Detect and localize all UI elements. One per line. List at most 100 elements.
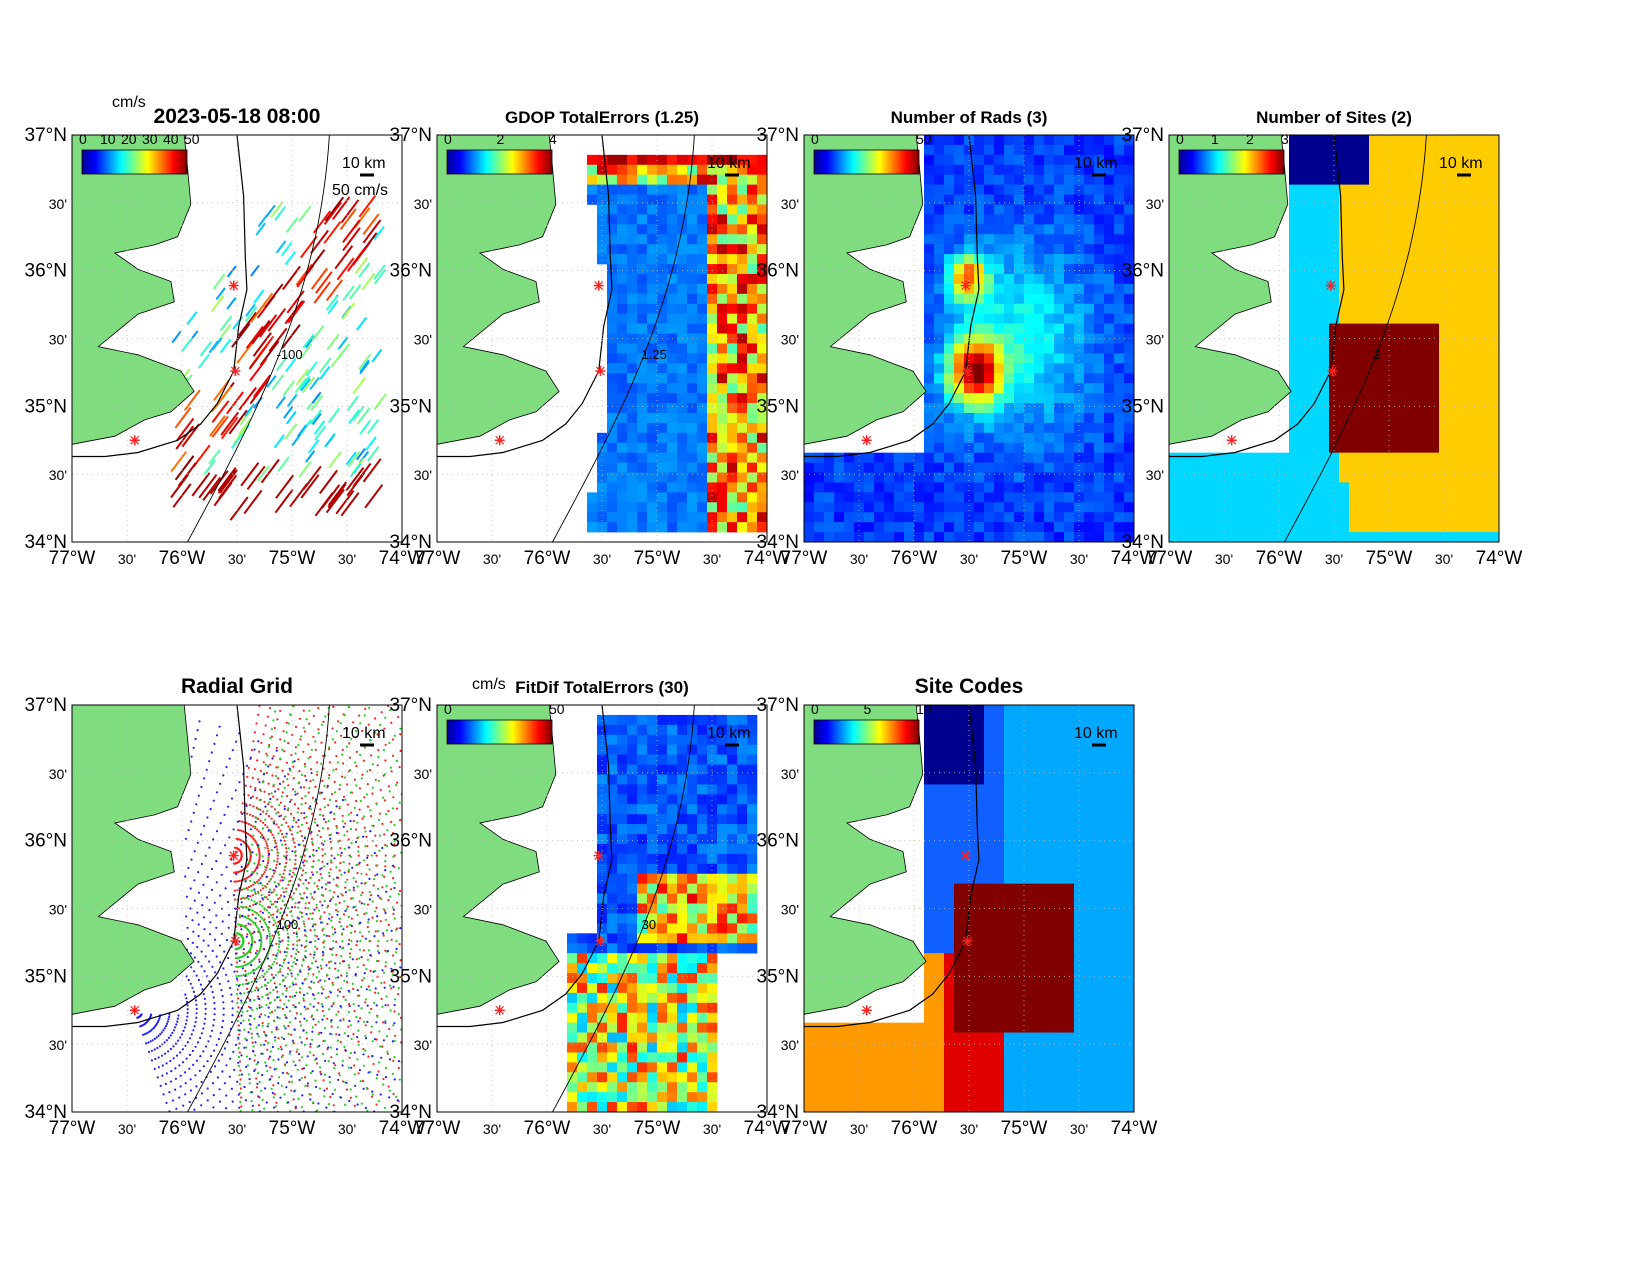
depth-contour: [1284, 135, 1427, 542]
lat-tick-label: 37°N: [390, 125, 432, 146]
lat-tick-label: 30': [414, 332, 432, 348]
site-marker: [593, 280, 604, 291]
colorbar-tick: 30: [142, 131, 158, 147]
coastline: [437, 135, 613, 458]
colorbar-tick: 10: [100, 131, 116, 147]
site-marker: [962, 366, 973, 377]
lat-tick-label: 34°N: [1122, 532, 1164, 553]
site-marker: [1226, 435, 1237, 446]
colorbar-unit: cm/s: [112, 94, 146, 111]
lon-tick-label: 76°W: [1256, 548, 1303, 569]
colorbar: 0 50: [811, 131, 932, 175]
lat-tick-label: 30': [414, 766, 432, 782]
lon-tick-label: 75°W: [269, 548, 316, 569]
panel-title: FitDif TotalErrors (30): [515, 678, 688, 697]
fitdif-field: [567, 714, 758, 1112]
site-marker: [1327, 366, 1338, 377]
lon-tick-label: 74°W: [1111, 1118, 1158, 1139]
panel-title: 2023-05-18 08:00: [154, 105, 321, 128]
colorbar: 0 5 10: [811, 701, 932, 745]
lat-tick-label: 35°N: [390, 396, 432, 417]
site-codes-field: [804, 705, 1134, 1112]
lon-tick-label: 30': [338, 1121, 356, 1137]
lat-tick-label: 34°N: [25, 532, 67, 553]
lat-tick-label: 30': [414, 467, 432, 483]
lon-tick-label: 30': [338, 551, 356, 567]
lat-tick-label: 30': [781, 332, 799, 348]
lon-tick-label: 74°W: [744, 548, 791, 569]
lon-tick-label: 77°W: [781, 1118, 828, 1139]
lat-tick-label: 36°N: [757, 831, 799, 852]
panel-title: Radial Grid: [181, 675, 293, 698]
num-sites-field: [1169, 135, 1499, 542]
colorbar-tick: 20: [121, 131, 137, 147]
lon-tick-label: 74°W: [744, 1118, 791, 1139]
contour-label: 1.25: [642, 347, 667, 362]
site-marker: [960, 280, 971, 291]
scale-label: 10 km: [1074, 725, 1118, 742]
scale-label: 10 km: [1074, 155, 1118, 172]
lat-tick-label: 36°N: [25, 831, 67, 852]
lat-tick-label: 35°N: [757, 966, 799, 987]
site-marker: [595, 366, 606, 377]
lat-tick-label: 30': [781, 902, 799, 918]
coastline: [1169, 135, 1345, 458]
lat-tick-label: 30': [49, 766, 67, 782]
lat-tick-label: 30': [49, 467, 67, 483]
colorbar-tick: 0: [811, 131, 819, 147]
contour-label: 100: [277, 917, 299, 932]
lon-tick-label: 30': [1325, 551, 1343, 567]
lon-tick-label: 30': [118, 1121, 136, 1137]
scale-bar: 10 km: [707, 725, 751, 747]
scale-label: 10 km: [1439, 155, 1483, 172]
lat-tick-label: 30': [781, 196, 799, 212]
lon-tick-label: 30': [593, 1121, 611, 1137]
vector-scale-label: 50 cm/s: [332, 182, 388, 199]
site-marker: [962, 936, 973, 947]
lat-tick-label: 37°N: [25, 125, 67, 146]
lon-tick-label: 30': [483, 1121, 501, 1137]
contour-label: 2: [1374, 347, 1381, 362]
land-mass: [1169, 135, 1292, 445]
colorbar-tick: 0: [1176, 131, 1184, 147]
coastline: [72, 705, 248, 1028]
lat-tick-label: 34°N: [390, 532, 432, 553]
colorbar-tick: 0: [444, 131, 452, 147]
lat-tick-label: 37°N: [757, 125, 799, 146]
lat-tick-label: 30': [781, 467, 799, 483]
lon-tick-label: 75°W: [1001, 548, 1048, 569]
colorbar: 0 1 2 3: [1176, 131, 1289, 175]
lon-tick-label: 76°W: [524, 548, 571, 569]
scale-label: 10 km: [342, 155, 386, 172]
lon-tick-label: 30': [1070, 1121, 1088, 1137]
lon-tick-label: 30': [850, 1121, 868, 1137]
colorbar-tick: 0: [811, 701, 819, 717]
map-panel-site-codes: 10 km 0 5 10 Site Codes 77°W 30' 76°W 30' 75°W 30'…: [757, 675, 1158, 1139]
land-mass: [804, 705, 927, 1015]
lon-tick-label: 74°W: [1476, 548, 1523, 569]
lat-tick-label: 35°N: [757, 396, 799, 417]
site-marker: [230, 936, 241, 947]
depth-contour: [187, 135, 330, 542]
colorbar: 0 50: [444, 705, 565, 745]
contour-label: -100: [277, 347, 303, 362]
lat-tick-label: 30': [49, 1037, 67, 1053]
lon-tick-label: 76°W: [159, 548, 206, 569]
lat-tick-label: 35°N: [25, 396, 67, 417]
lon-tick-label: 77°W: [414, 1118, 461, 1139]
scale-bar: 10 km: [1074, 155, 1118, 177]
lon-tick-label: 30': [960, 551, 978, 567]
depth-contour: [552, 705, 695, 1112]
lat-tick-label: 35°N: [25, 966, 67, 987]
lon-tick-label: 77°W: [781, 548, 828, 569]
map-panel-num-sites: 2 10 km 0 1 2 3 Number of Sites (2) 77°W 30' 76°W…: [1122, 108, 1523, 569]
lat-tick-label: 35°N: [390, 966, 432, 987]
lat-tick-label: 36°N: [757, 261, 799, 282]
colorbar-tick: 50: [916, 131, 932, 147]
lat-tick-label: 34°N: [757, 1102, 799, 1123]
lat-tick-label: 36°N: [25, 261, 67, 282]
site-marker: [1325, 280, 1336, 291]
site-marker: [861, 1005, 872, 1016]
